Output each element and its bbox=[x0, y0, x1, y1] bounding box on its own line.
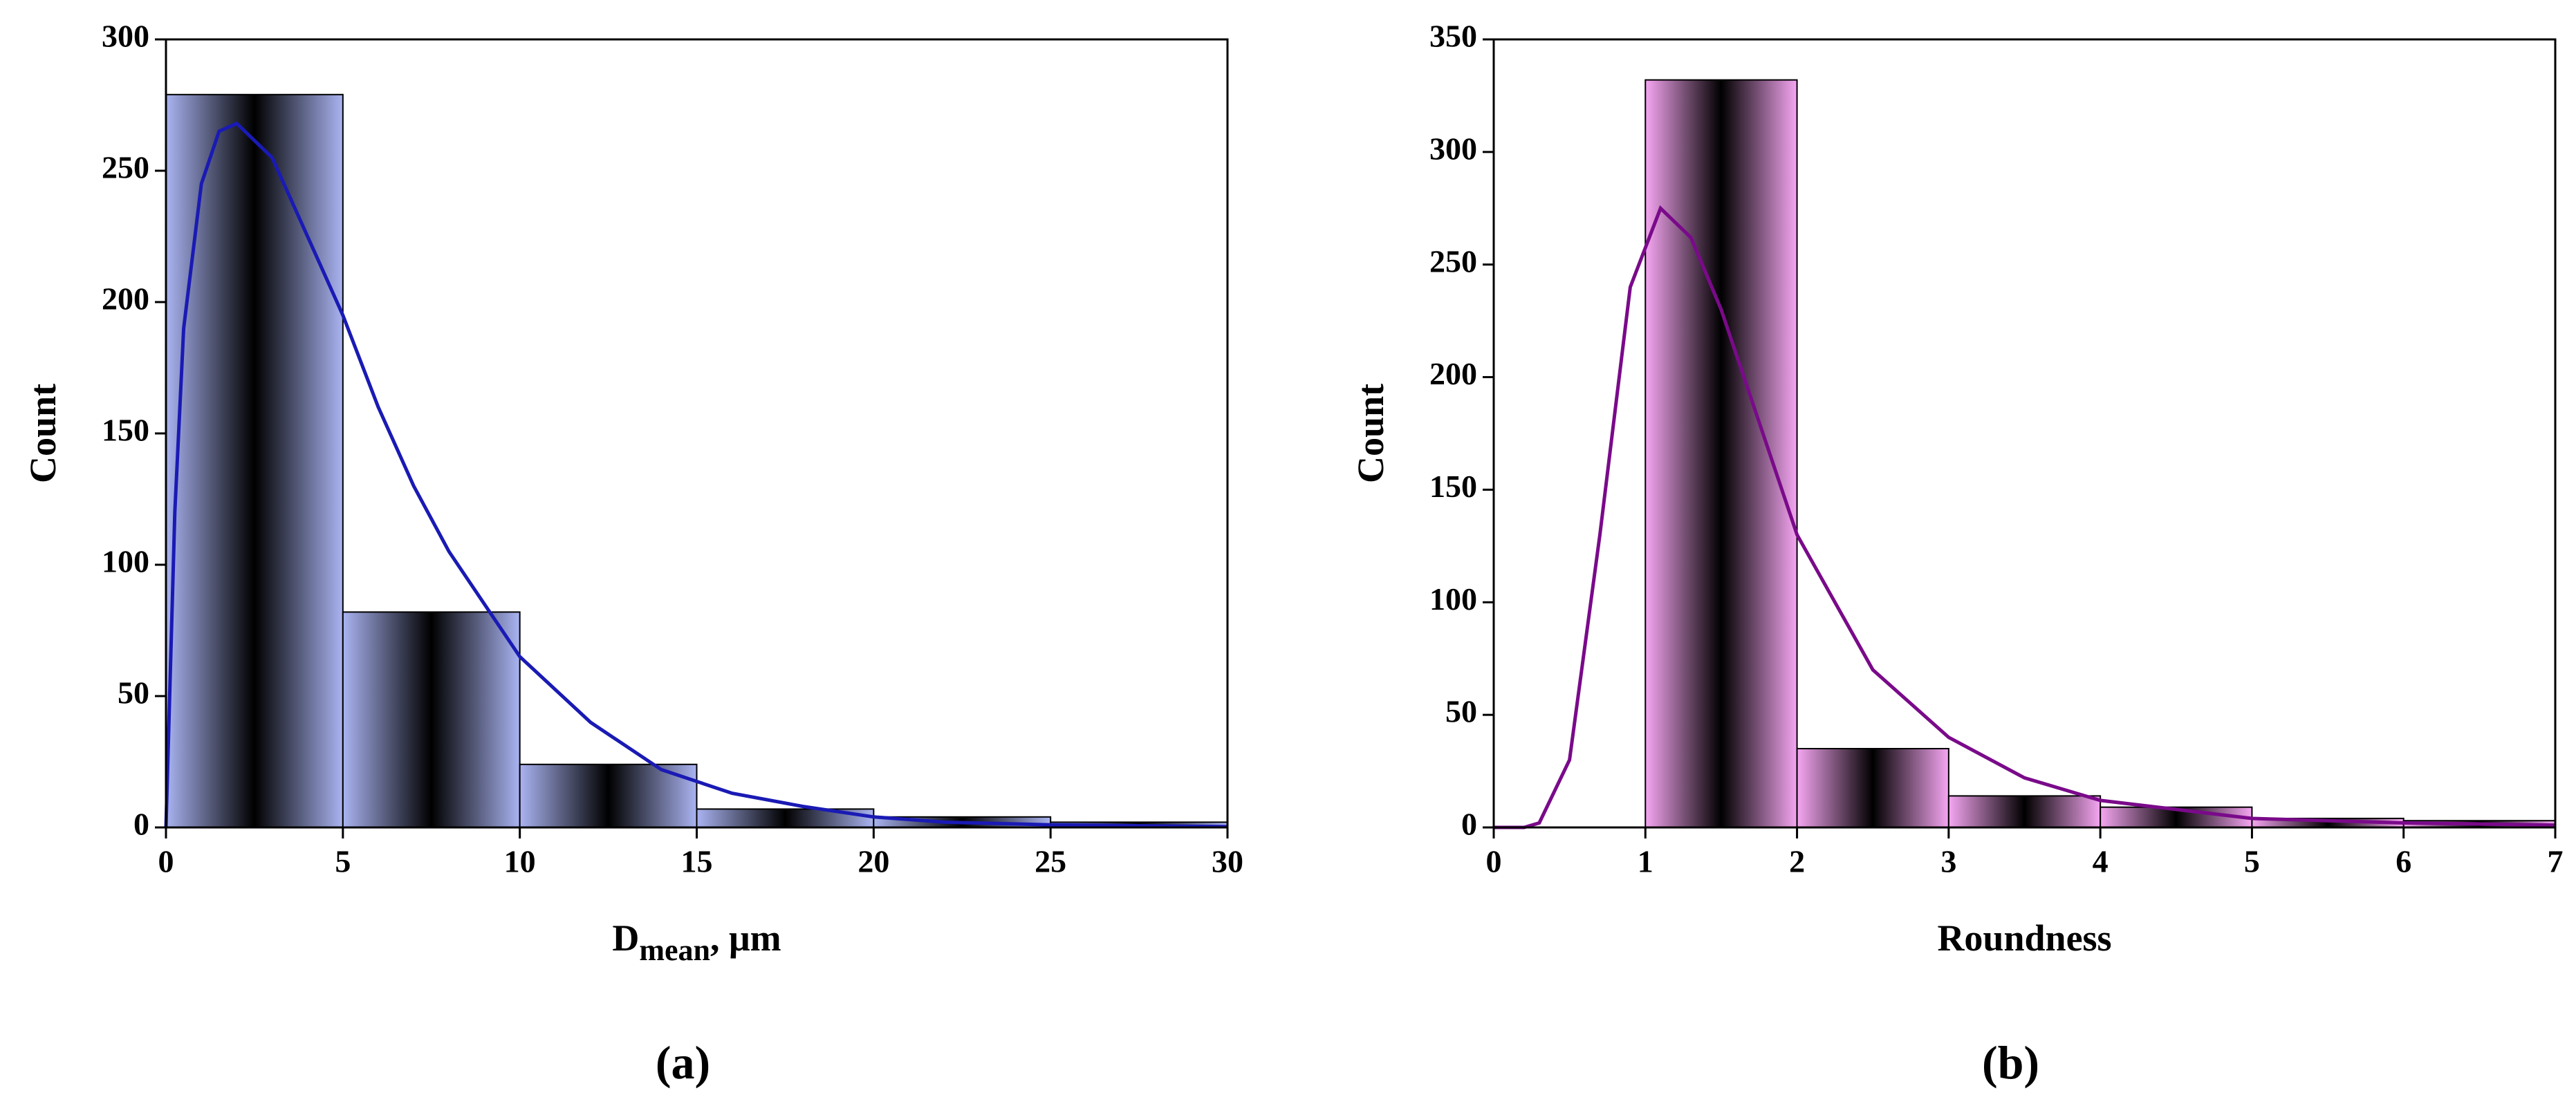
y-tick-label: 300 bbox=[102, 19, 149, 54]
x-tick-label: 0 bbox=[158, 844, 174, 879]
y-tick-label: 150 bbox=[102, 413, 149, 448]
bar bbox=[342, 611, 521, 829]
x-axis-label: Roundness bbox=[1937, 917, 2111, 959]
x-tick-label: 10 bbox=[504, 844, 536, 879]
x-axis-label-suffix: , μm bbox=[710, 917, 781, 959]
plot-frame bbox=[1492, 38, 2557, 829]
fit-curve bbox=[1494, 205, 2556, 830]
fit-curve bbox=[164, 121, 1228, 829]
y-tick-label: 100 bbox=[102, 544, 149, 579]
x-tick-label: 3 bbox=[1940, 844, 1956, 879]
y-tick-label: 150 bbox=[1429, 469, 1477, 504]
y-tick-label: 250 bbox=[102, 150, 149, 185]
x-tick-label: 30 bbox=[1212, 844, 1243, 879]
x-tick-label: 20 bbox=[858, 844, 889, 879]
x-tick-label: 1 bbox=[1638, 844, 1653, 879]
x-axis-label: Dmean, μm bbox=[612, 917, 781, 967]
bar bbox=[1644, 79, 1798, 829]
x-tick-label: 5 bbox=[335, 844, 351, 879]
x-axis-label-sub: mean bbox=[639, 933, 710, 967]
y-tick-label: 50 bbox=[118, 675, 149, 711]
panel-label: (b) bbox=[1982, 1036, 2039, 1089]
y-axis-label: Count bbox=[1350, 384, 1391, 483]
bar bbox=[1947, 795, 2102, 829]
x-tick-label: 6 bbox=[2396, 844, 2411, 879]
x-axis-label-main: D bbox=[612, 917, 639, 959]
x-tick-label: 15 bbox=[681, 844, 713, 879]
bar bbox=[165, 93, 344, 828]
y-tick-label: 100 bbox=[1429, 581, 1477, 617]
x-tick-label: 7 bbox=[2548, 844, 2564, 879]
y-tick-label: 300 bbox=[1429, 131, 1477, 166]
y-tick-label: 200 bbox=[102, 281, 149, 317]
y-tick-label: 0 bbox=[1461, 807, 1477, 842]
x-tick-label: 4 bbox=[2093, 844, 2109, 879]
x-axis-label-main: Roundness bbox=[1937, 917, 2111, 959]
y-tick-label: 200 bbox=[1429, 356, 1477, 391]
x-tick-label: 5 bbox=[2244, 844, 2260, 879]
y-tick-label: 50 bbox=[1445, 694, 1477, 729]
y-tick-label: 350 bbox=[1429, 19, 1477, 54]
y-tick-label: 0 bbox=[133, 807, 149, 842]
y-axis-label: Count bbox=[22, 384, 64, 483]
x-tick-label: 25 bbox=[1035, 844, 1066, 879]
x-tick-label: 2 bbox=[1789, 844, 1805, 879]
panel-label: (a) bbox=[656, 1036, 710, 1089]
x-tick-label: 0 bbox=[1486, 844, 1502, 879]
y-tick-label: 250 bbox=[1429, 243, 1477, 279]
bar bbox=[1796, 748, 1949, 828]
bar bbox=[519, 763, 698, 829]
